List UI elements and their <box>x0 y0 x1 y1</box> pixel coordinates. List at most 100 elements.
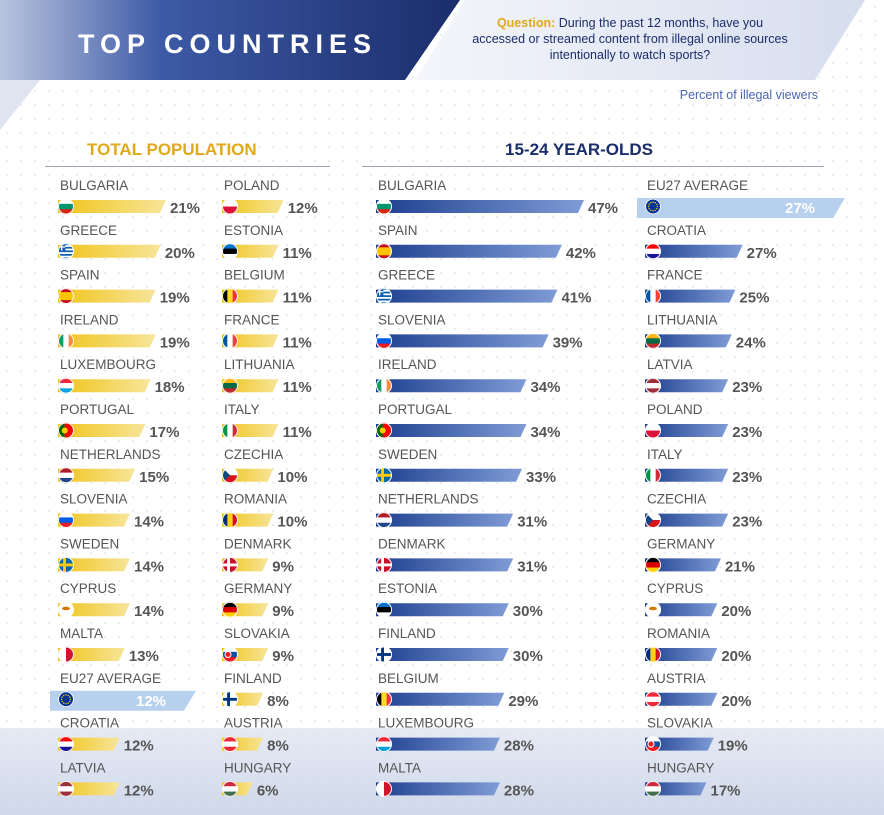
bar-row: NETHERLANDS 31% <box>376 492 547 531</box>
total-population-divider <box>45 166 330 167</box>
header-graphic <box>0 0 865 130</box>
legend-note: Percent of illegal viewers <box>679 88 818 102</box>
bar-row: LITHUANIA 11% <box>222 357 312 396</box>
question-label: Question: <box>496 16 556 30</box>
value-label: 11% <box>283 290 312 307</box>
category-label: BULGARIA <box>60 178 128 193</box>
flag-icon <box>222 422 238 439</box>
flag-icon <box>222 198 238 215</box>
category-label: HUNGARY <box>224 760 291 775</box>
bar-row: SLOVAKIA 9% <box>222 626 294 665</box>
category-label: ESTONIA <box>224 223 283 238</box>
bar <box>376 782 500 796</box>
category-label: LUXEMBOURG <box>60 357 156 372</box>
value-label: 30% <box>513 603 543 620</box>
flag-icon <box>222 332 238 349</box>
bar-row: AUSTRIA 20% <box>645 671 751 710</box>
value-label: 8% <box>267 738 289 755</box>
bar <box>645 244 743 258</box>
category-label: SPAIN <box>378 223 418 238</box>
bar <box>376 244 562 258</box>
bar-row: FINLAND 30% <box>376 626 543 665</box>
bar-row: ITALY 11% <box>222 402 312 441</box>
category-label: FINLAND <box>224 671 282 686</box>
bar-row: BULGARIA 47% <box>376 178 618 217</box>
bar <box>58 334 156 348</box>
bar-row: PORTUGAL 17% <box>58 402 179 441</box>
category-label: ESTONIA <box>378 581 437 596</box>
value-label: 17% <box>149 424 179 441</box>
flag-icon <box>222 780 238 797</box>
value-label: 11% <box>283 379 312 396</box>
value-label: 23% <box>732 469 762 486</box>
bar <box>645 737 714 751</box>
bar-row: IRELAND 19% <box>58 312 190 351</box>
value-label: 30% <box>513 648 543 665</box>
category-label: BULGARIA <box>378 178 446 193</box>
title-banner <box>0 0 460 80</box>
bar-row: CYPRUS 20% <box>645 581 751 620</box>
flag-icon <box>645 646 661 663</box>
category-label: BELGIUM <box>224 268 285 283</box>
bar <box>645 782 707 796</box>
category-label: FRANCE <box>647 268 703 283</box>
bar <box>645 648 718 661</box>
bar-row: PORTUGAL 34% <box>376 402 560 441</box>
flag-icon <box>376 646 392 663</box>
bar <box>58 603 130 617</box>
bar-row: SWEDEN 33% <box>376 447 556 486</box>
bar <box>376 603 509 617</box>
value-label: 14% <box>134 558 164 575</box>
category-label: LATVIA <box>60 760 106 775</box>
flag-icon <box>58 467 74 484</box>
value-label: 11% <box>283 245 312 262</box>
value-label: 10% <box>277 469 307 486</box>
flag-icon <box>58 601 74 618</box>
flag-icon <box>376 332 392 349</box>
bar-row: EU27 AVERAGE 27% <box>637 178 845 218</box>
value-label: 27% <box>785 200 815 217</box>
value-label: 9% <box>272 558 294 575</box>
bar <box>645 468 729 482</box>
category-label: GERMANY <box>224 581 292 596</box>
category-label: GREECE <box>60 223 117 238</box>
bar <box>645 289 736 303</box>
value-label: 21% <box>725 558 755 575</box>
category-label: EU27 AVERAGE <box>60 671 161 686</box>
flag-icon <box>222 691 238 708</box>
value-label: 14% <box>134 514 164 531</box>
bar <box>58 424 146 437</box>
category-label: IRELAND <box>378 357 437 372</box>
bar-row: ESTONIA 30% <box>376 581 543 620</box>
flag-icon <box>645 288 661 305</box>
category-label: SWEDEN <box>378 447 437 462</box>
bar-row: SPAIN 42% <box>376 223 596 262</box>
value-label: 28% <box>504 782 534 799</box>
bar <box>58 513 130 527</box>
category-label: GREECE <box>378 268 435 283</box>
bar-row: LATVIA 12% <box>58 760 154 799</box>
category-label: DENMARK <box>378 536 446 551</box>
flag-icon <box>645 601 661 618</box>
survey-question: Question: During the past 12 months, hav… <box>470 15 790 63</box>
flag-icon <box>58 780 74 797</box>
value-label: 15% <box>139 469 169 486</box>
flag-icon <box>645 467 661 484</box>
flag-icon <box>645 556 661 573</box>
bar-row: LITHUANIA 24% <box>645 312 766 351</box>
category-label: SLOVAKIA <box>647 716 713 731</box>
bar-row: EU27 AVERAGE 12% <box>50 671 196 711</box>
flag-icon <box>376 691 392 708</box>
value-label: 47% <box>588 200 618 217</box>
flag-icon <box>222 377 238 394</box>
flag-icon <box>58 512 74 529</box>
value-label: 20% <box>721 648 751 665</box>
category-label: AUSTRIA <box>647 671 706 686</box>
category-label: FRANCE <box>224 312 280 327</box>
flag-icon <box>58 556 74 573</box>
category-label: CZECHIA <box>647 492 706 507</box>
value-label: 42% <box>566 245 596 262</box>
